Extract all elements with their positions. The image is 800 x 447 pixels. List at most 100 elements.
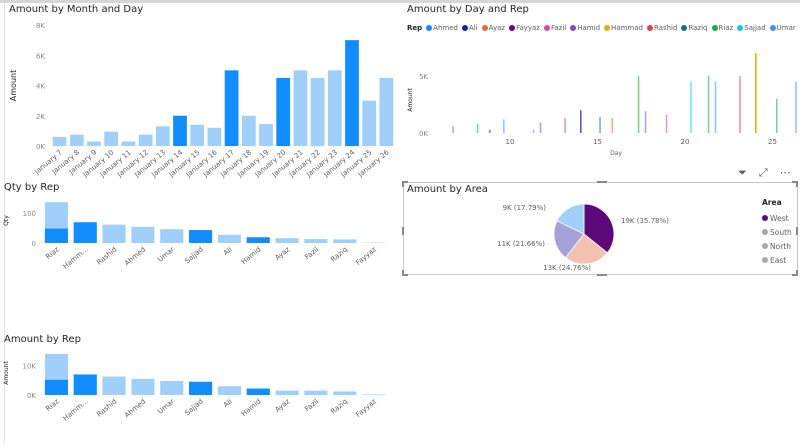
bar[interactable] xyxy=(138,134,153,146)
bar-ayaz[interactable] xyxy=(611,118,614,133)
bar[interactable] xyxy=(275,238,299,243)
x-tick-label: Fayyaz xyxy=(354,397,378,419)
bar[interactable] xyxy=(276,77,291,146)
bar-riaz[interactable] xyxy=(476,123,479,133)
area-legend[interactable]: Area West South North East xyxy=(762,198,792,267)
bar[interactable] xyxy=(69,134,84,146)
legend-item-fazil[interactable]: Fazil xyxy=(544,24,566,32)
qty-by-rep-chart[interactable]: 0 100 Qty Riaz Hamm... Rashid Ahmed Umar Sajjad A… xyxy=(0,195,400,275)
x-axis-label: Day xyxy=(610,150,622,157)
highlighted-bar[interactable] xyxy=(246,237,270,243)
bar[interactable] xyxy=(173,115,187,146)
x-tick-label: Fazil xyxy=(303,397,320,413)
bar[interactable] xyxy=(241,115,256,146)
bar-hammad[interactable] xyxy=(755,53,757,134)
bar[interactable] xyxy=(275,390,299,395)
chart-title-amount-by-rep: Amount by Rep xyxy=(4,334,81,345)
bar-riaz[interactable] xyxy=(637,76,640,133)
bar[interactable] xyxy=(379,77,394,146)
bar-raziq[interactable] xyxy=(599,117,601,133)
highlighted-bar[interactable] xyxy=(44,379,68,395)
bar-umar[interactable] xyxy=(714,81,717,133)
bar[interactable] xyxy=(87,141,101,146)
legend-item-hamid[interactable]: Hamid xyxy=(570,24,600,32)
legend-item-sajjad[interactable]: Sajjad xyxy=(737,24,766,32)
bar[interactable] xyxy=(160,229,184,243)
bar[interactable] xyxy=(293,70,308,146)
focus-mode-icon[interactable]: ⤢ xyxy=(758,166,768,179)
legend-item-umar[interactable]: Umar xyxy=(769,24,796,32)
legend-dot-icon xyxy=(737,25,744,31)
bar[interactable] xyxy=(217,234,241,243)
bar-rashid[interactable] xyxy=(739,76,741,133)
bar[interactable] xyxy=(190,124,205,146)
bar[interactable] xyxy=(259,124,273,146)
legend-dot-icon xyxy=(646,25,653,31)
legend-item-riaz[interactable]: Riaz xyxy=(711,24,734,32)
bar[interactable] xyxy=(345,40,359,146)
bar[interactable] xyxy=(333,391,357,395)
bar[interactable] xyxy=(327,70,342,146)
bar[interactable] xyxy=(333,239,357,243)
legend-item-south[interactable]: South xyxy=(762,225,792,239)
bar-fazil[interactable] xyxy=(665,114,668,133)
bar[interactable] xyxy=(52,136,67,146)
legend-item-west[interactable]: West xyxy=(762,211,792,225)
bar[interactable] xyxy=(131,378,155,395)
amount-by-rep-chart[interactable]: 0K 10K Amount Riaz Hamm... Rashid Ahmed Umar Saj… xyxy=(0,348,400,428)
bar[interactable] xyxy=(121,141,136,146)
bar[interactable] xyxy=(155,126,170,146)
legend-item-raziq[interactable]: Raziq xyxy=(681,24,708,32)
pie-slice-west[interactable] xyxy=(583,203,615,254)
bar[interactable] xyxy=(131,226,155,243)
bar[interactable] xyxy=(217,386,241,395)
highlighted-bar[interactable] xyxy=(189,230,213,243)
bar[interactable] xyxy=(362,100,377,146)
bar-rashid[interactable] xyxy=(564,118,566,133)
bar-riaz[interactable] xyxy=(707,76,710,133)
bar[interactable] xyxy=(310,77,325,146)
bar-umar[interactable] xyxy=(532,129,535,133)
bar[interactable] xyxy=(207,127,222,146)
highlighted-bar[interactable] xyxy=(73,222,97,243)
bar[interactable] xyxy=(102,224,126,243)
bar-umar[interactable] xyxy=(795,81,797,133)
bar[interactable] xyxy=(104,131,119,146)
bar-fayyaz[interactable] xyxy=(489,129,491,133)
bar-hamid[interactable] xyxy=(644,111,647,133)
bar-hamid[interactable] xyxy=(539,122,542,133)
pie-slice-north[interactable] xyxy=(553,220,585,259)
pie-slice-east[interactable] xyxy=(556,203,585,235)
legend-item-ayaz[interactable]: Ayaz xyxy=(481,24,505,32)
bar[interactable] xyxy=(304,239,328,243)
pie-slice-south[interactable] xyxy=(564,233,608,265)
highlighted-bar[interactable] xyxy=(44,228,68,243)
bar-sajjad[interactable] xyxy=(690,81,692,133)
bar[interactable] xyxy=(304,390,328,395)
amount-by-area-pie[interactable]: 19K (35.78%) 13K (24.76%) 11K (21.66%) 9K (… xyxy=(403,182,758,275)
legend-item-ahmed[interactable]: Ahmed xyxy=(426,24,458,32)
highlighted-bar[interactable] xyxy=(73,374,97,395)
legend-item-north[interactable]: North xyxy=(762,239,792,253)
legend-label: Riaz xyxy=(718,24,734,32)
highlighted-bar[interactable] xyxy=(246,388,270,395)
bar[interactable] xyxy=(160,380,184,395)
bar-hamid[interactable] xyxy=(580,110,582,133)
legend-item-rashid[interactable]: Rashid xyxy=(646,24,677,32)
legend-item-ali[interactable]: Ali xyxy=(461,24,478,32)
legend-item-east[interactable]: East xyxy=(762,253,792,267)
bar[interactable] xyxy=(362,394,386,395)
bar-rashid[interactable] xyxy=(452,126,454,133)
filter-icon[interactable]: ⏷ xyxy=(738,166,747,179)
bar[interactable] xyxy=(102,376,126,395)
bar-umar[interactable] xyxy=(503,119,505,133)
more-options-icon[interactable]: ⋯ xyxy=(779,166,791,179)
amount-by-day-rep-chart[interactable]: 0K 5K 10 15 20 25 Day Amount xyxy=(400,40,800,160)
bar[interactable] xyxy=(224,70,239,146)
rep-legend[interactable]: Rep Ahmed Ali Ayaz Fayyaz Fazil Hamid Hammad Ra… xyxy=(407,24,796,32)
legend-item-hammad[interactable]: Hammad xyxy=(604,24,643,32)
bar-riaz[interactable] xyxy=(776,98,778,133)
legend-item-fayyaz[interactable]: Fayyaz xyxy=(509,24,540,32)
highlighted-bar[interactable] xyxy=(189,381,213,395)
